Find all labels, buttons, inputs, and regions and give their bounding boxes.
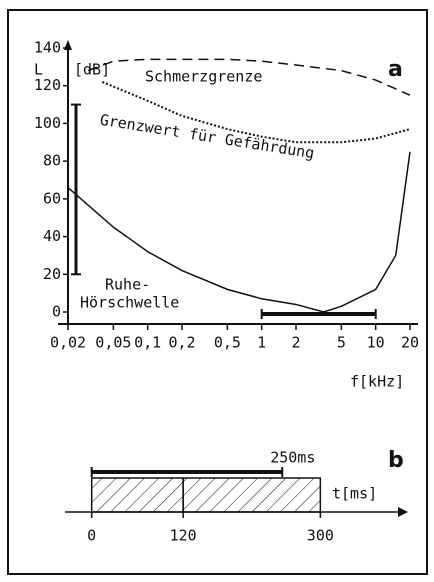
x-tick-label: 10 (367, 334, 385, 352)
curve (101, 81, 411, 144)
y-tick-label: 20 (43, 265, 61, 283)
y-tick-label: 120 (34, 76, 61, 94)
y-tick-label: 0 (52, 303, 61, 321)
curve-label: Hörschwelle (80, 294, 179, 312)
stimulus-segment (90, 477, 184, 513)
curve (67, 151, 411, 313)
stimulus-segment (182, 477, 322, 513)
duration-label: 250ms (270, 449, 315, 467)
y-axis-label: L (34, 61, 43, 79)
x-tick-label: 0,02 (50, 334, 86, 352)
y-tick-label: 60 (43, 189, 61, 207)
x-tick-label: 0,2 (168, 334, 195, 352)
x-tick-label: 0,05 (95, 334, 131, 352)
y-tick-label: 100 (34, 114, 61, 132)
curve-label: Ruhe- (105, 276, 150, 294)
x-tick-label: 300 (307, 527, 334, 545)
frame (7, 9, 428, 575)
y-tick-label: 40 (43, 227, 61, 245)
x-tick-label: 0 (87, 527, 96, 545)
curve-label: Schmerzgrenze (145, 68, 262, 86)
x-tick-label: 120 (170, 527, 197, 545)
panel-label: a (388, 57, 403, 82)
x-axis-label: f[kHz] (350, 373, 404, 391)
y-tick-label: 80 (43, 152, 61, 170)
x-tick-label: 20 (401, 334, 419, 352)
x-tick-label: 0,5 (214, 334, 241, 352)
x-tick-label: 0,1 (134, 334, 161, 352)
x-tick-label: 5 (337, 334, 346, 352)
time-arrow (398, 507, 408, 517)
x-tick-label: 2 (291, 334, 300, 352)
x-tick-label: 1 (257, 334, 266, 352)
curve-label: Grenzwert für Gefährdung (99, 111, 316, 163)
x-axis-label: t[ms] (332, 485, 377, 503)
curve (87, 58, 411, 96)
y-tick-label: 140 (34, 39, 61, 57)
panel-label: b (388, 448, 404, 473)
